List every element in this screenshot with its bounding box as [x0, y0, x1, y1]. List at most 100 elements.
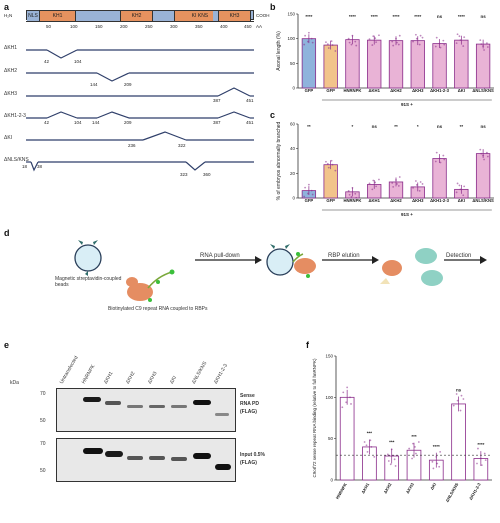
- data-point: [414, 180, 417, 182]
- significance-label: **: [394, 124, 398, 129]
- data-point: [366, 450, 369, 453]
- y-axis-label: Axonal length (%): [276, 31, 282, 71]
- aa-tick: 350: [195, 24, 203, 29]
- bar: [323, 164, 338, 199]
- construct-pos: 451: [246, 120, 254, 125]
- kda-label: kDa: [10, 380, 19, 386]
- data-point: [477, 447, 479, 450]
- lane-label: ΔNLS/KNS: [190, 360, 209, 385]
- blot-label-rnapd: RNA PD: [240, 401, 259, 407]
- data-point: [431, 460, 434, 463]
- category-label: ΔKH2: [390, 88, 402, 93]
- data-point: [417, 441, 420, 443]
- significance-label: ****: [414, 14, 421, 19]
- construct-pos: 360: [203, 172, 211, 177]
- significance-label: ****: [477, 442, 484, 447]
- bar: [367, 39, 382, 89]
- data-point: [394, 465, 397, 467]
- step-elution: RBP elution: [328, 253, 360, 259]
- data-point: [421, 183, 424, 185]
- data-point: [414, 446, 416, 448]
- category-label: ΔKH2: [390, 198, 402, 203]
- construct-pos: 18: [22, 164, 28, 169]
- data-point: [463, 185, 466, 188]
- aa-tick: 250: [145, 24, 153, 29]
- y-tick-label: 100: [287, 36, 295, 41]
- data-point: [395, 37, 397, 40]
- lane-label: ΔKH3: [146, 370, 159, 385]
- linker-2: [153, 11, 175, 21]
- data-point: [368, 38, 371, 41]
- bead-label: Magnetic streptavidin-coupled beads: [55, 276, 122, 288]
- aa-tick: 50: [46, 24, 52, 29]
- construct-pos: 322: [178, 143, 186, 148]
- domain-kns: KNS: [197, 13, 209, 19]
- y-axis-label: % of embryos abnormally branched: [276, 121, 282, 200]
- data-point: [421, 36, 424, 39]
- construct-name: ΔKH2: [4, 68, 18, 74]
- data-point: [365, 444, 368, 447]
- data-point: [485, 42, 488, 45]
- data-point: [347, 189, 350, 192]
- data-point: [372, 35, 375, 38]
- data-point: [392, 186, 395, 188]
- significance-label: **: [460, 124, 464, 129]
- n-terminus-label: H₂N: [4, 13, 13, 18]
- y-tick-label: 40: [290, 146, 296, 151]
- y-tick-label: 50: [290, 61, 296, 66]
- data-point: [439, 46, 442, 49]
- y-tick-label: 150: [325, 354, 333, 359]
- rna-binding-chart: C9orf72 sense repeat RNA binding (relati…: [312, 354, 492, 503]
- y-tick-label: 20: [290, 171, 296, 176]
- y-axis-label: C9orf72 sense repeat RNA binding (relati…: [312, 358, 317, 478]
- data-point: [439, 450, 442, 453]
- group-label: 91S +: [401, 212, 413, 217]
- data-point: [378, 34, 380, 37]
- data-point: [398, 34, 401, 37]
- aa-axis: 50 100 150 200 250 300 350 400 450: [26, 21, 254, 33]
- data-point: [480, 43, 483, 45]
- panel-label-f: f: [306, 340, 309, 350]
- domain-kh3: KH3: [219, 11, 251, 21]
- data-point: [455, 393, 458, 395]
- category-label: ΔNLS/KNS: [472, 198, 494, 203]
- category-label: ΔKI: [458, 198, 465, 203]
- data-point: [371, 188, 374, 191]
- data-point: [438, 157, 441, 160]
- construct-name: ΔNLS/KNS: [4, 157, 29, 163]
- data-point: [483, 49, 485, 51]
- lane-label: ΔKH1-2-3: [212, 362, 229, 385]
- linker-3: [213, 11, 219, 21]
- blot-label-flag-input: (FLAG): [240, 460, 257, 466]
- data-point: [378, 178, 380, 181]
- data-point: [369, 439, 372, 442]
- construct-name: ΔKI: [4, 135, 13, 141]
- data-point: [349, 396, 351, 399]
- y-tick-label: 150: [287, 12, 295, 17]
- data-point: [307, 192, 309, 195]
- data-point: [386, 453, 389, 456]
- category-label: GFP: [326, 88, 335, 93]
- data-point: [341, 406, 344, 409]
- construct-pos: 323: [180, 172, 188, 177]
- abnormal-branching-chart: % of embryos abnormally branched 0 20 40 60 *…: [276, 121, 494, 217]
- bar: [475, 153, 491, 199]
- blot-label-input: Input 0.5%: [240, 452, 266, 458]
- construct-pos: 104: [74, 59, 82, 64]
- category-label: ΔKH1: [369, 88, 381, 93]
- construct-pos: 451: [246, 98, 254, 103]
- construct-pos: 387: [213, 120, 221, 125]
- data-point: [476, 462, 478, 465]
- bar: [454, 39, 469, 89]
- deletion-constructs: [26, 49, 254, 172]
- lane-label: HNRNPK: [80, 363, 97, 385]
- construct-pos: 236: [128, 143, 136, 148]
- data-point: [391, 182, 394, 184]
- lane-label: ΔKI: [168, 375, 179, 385]
- data-point: [372, 179, 375, 182]
- panel-label-c: c: [270, 110, 276, 120]
- data-point: [334, 50, 337, 52]
- step-detection: Detection: [446, 253, 472, 259]
- data-point: [348, 41, 351, 44]
- data-point: [351, 186, 354, 189]
